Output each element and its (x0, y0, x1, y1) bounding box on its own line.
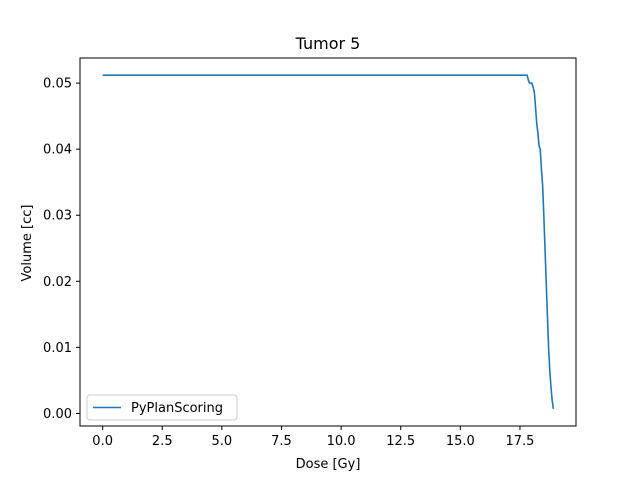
x-tick-label: 7.5 (271, 434, 292, 449)
legend-label: PyPlanScoring (131, 401, 223, 416)
x-tick-label: 15.0 (446, 434, 475, 449)
series-line-0 (102, 74, 555, 409)
x-tick-label: 5.0 (212, 434, 233, 449)
y-tick-label: 0.03 (43, 209, 72, 224)
axes-frame (79, 57, 577, 427)
x-axis-label: Dose [Gy] (296, 457, 361, 472)
x-tick-label: 17.5 (505, 434, 534, 449)
chart-title: Tumor 5 (295, 34, 361, 53)
x-tick-label: 2.5 (152, 434, 173, 449)
y-tick-label: 0.04 (43, 143, 72, 158)
x-tick-label: 10.0 (327, 434, 356, 449)
x-tick-label: 0.0 (92, 434, 113, 449)
x-tick-label: 12.5 (386, 434, 415, 449)
legend-box (86, 394, 238, 421)
y-tick-label: 0.01 (43, 341, 72, 356)
plot-area: 0.0 2.5 5.0 7.5 10.0 12.5 15.0 17.5 0.00 0.01 0.02… (43, 57, 577, 449)
y-axis-label: Volume [cc] (20, 205, 35, 282)
y-tick-label: 0.05 (43, 77, 72, 92)
y-tick-label: 0.02 (43, 275, 72, 290)
y-tick-label: 0.00 (43, 407, 72, 422)
